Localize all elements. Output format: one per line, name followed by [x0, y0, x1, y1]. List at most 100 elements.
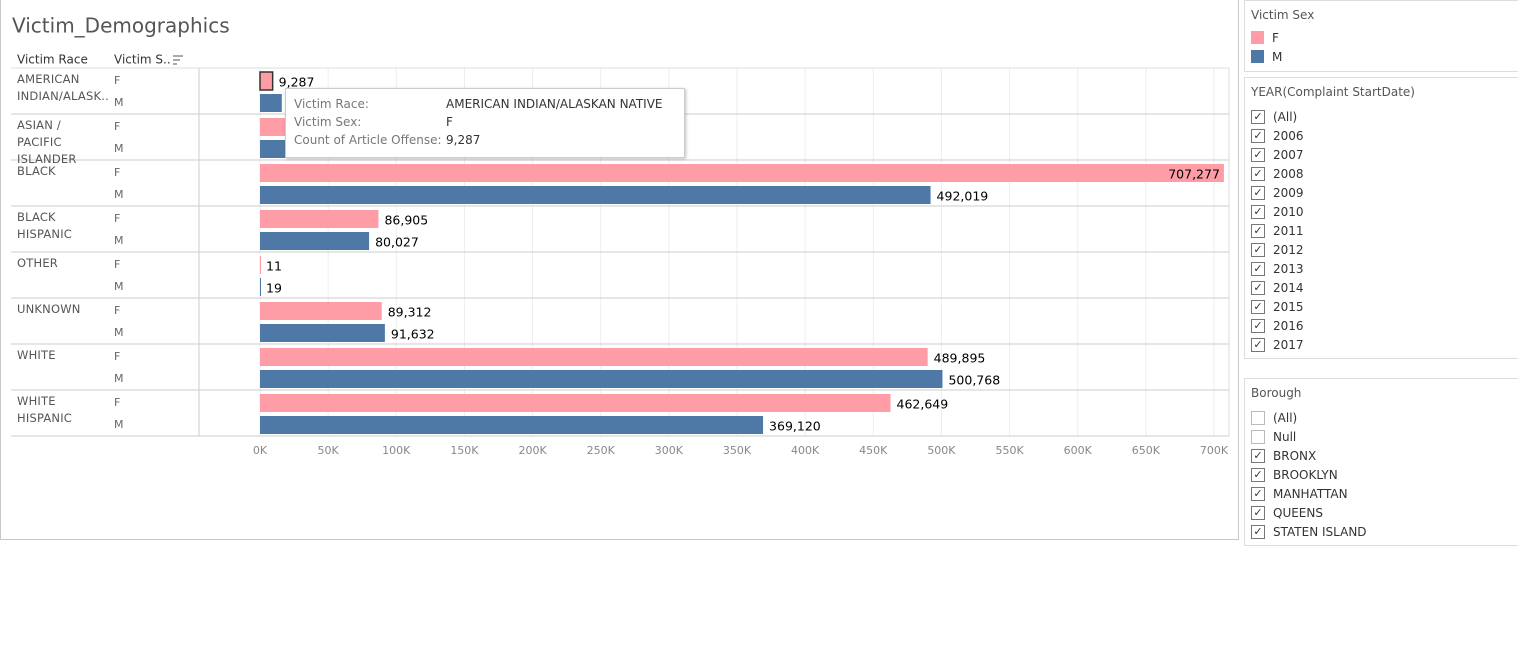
filter-item[interactable]: ✓ MANHATTAN: [1245, 484, 1518, 503]
filter-item[interactable]: ✓ BROOKLYN: [1245, 465, 1518, 484]
checkbox[interactable]: ✓: [1251, 505, 1265, 520]
value-label: 11: [266, 259, 282, 274]
checkbox[interactable]: ✓: [1251, 486, 1265, 501]
filter-item[interactable]: ✓ 2016: [1245, 316, 1518, 335]
row-label: UNKNOWN: [17, 302, 81, 316]
checkbox[interactable]: ✓: [1251, 524, 1265, 539]
filter-item[interactable]: Null: [1245, 427, 1518, 446]
filter-item[interactable]: ✓ 2013: [1245, 259, 1518, 278]
filter-label: (All): [1273, 109, 1298, 124]
sex-label: M: [114, 418, 124, 431]
value-label: 707,277: [1168, 167, 1220, 182]
filter-item[interactable]: ✓ 2011: [1245, 221, 1518, 240]
tooltip: Victim Race: AMERICAN INDIAN/ALASKAN NATI…: [285, 88, 685, 158]
bar: [260, 370, 943, 388]
sex-label: F: [114, 212, 120, 225]
filter-item[interactable]: ✓ 2009: [1245, 183, 1518, 202]
checkbox[interactable]: ✓: [1251, 337, 1265, 352]
row-label: ASIAN / PACIFIC ISLANDER: [17, 118, 77, 166]
filter-label: BRONX: [1273, 448, 1317, 463]
tooltip-key: Victim Sex:: [294, 115, 362, 129]
bar: [260, 232, 370, 250]
x-tick-label: 200K: [518, 444, 547, 457]
filter-title: Borough: [1251, 386, 1302, 400]
chart-title: Victim_Demographics: [12, 14, 230, 38]
checkbox[interactable]: [1251, 429, 1265, 444]
checkbox[interactable]: ✓: [1251, 318, 1265, 333]
x-tick-label: 0K: [253, 444, 268, 457]
bar: [260, 256, 261, 274]
x-tick-label: 350K: [723, 444, 752, 457]
checkbox[interactable]: ✓: [1251, 223, 1265, 238]
x-tick-label: 700K: [1200, 444, 1229, 457]
checkbox[interactable]: ✓: [1251, 204, 1265, 219]
x-tick-label: 600K: [1064, 444, 1093, 457]
tooltip-value: AMERICAN INDIAN/ALASKAN NATIVE: [446, 97, 663, 111]
filter-label: 2017: [1273, 337, 1304, 352]
checkbox[interactable]: [1251, 410, 1265, 425]
bar: [259, 71, 274, 91]
sort-icon[interactable]: [173, 55, 183, 65]
sex-header: Victim S..: [114, 53, 171, 67]
row-label: BLACK HISPANIC: [17, 210, 73, 241]
filter-item[interactable]: ✓ 2017: [1245, 335, 1518, 354]
tooltip-row: Count of Article Offense: 9,287: [294, 133, 674, 147]
bar: [260, 210, 379, 228]
value-label: 369,120: [769, 419, 821, 434]
filter-label: (All): [1273, 410, 1298, 425]
tooltip-row: Victim Race: AMERICAN INDIAN/ALASKAN NATI…: [294, 97, 674, 111]
x-tick-label: 500K: [927, 444, 956, 457]
filter-item[interactable]: ✓ 2014: [1245, 278, 1518, 297]
checkbox[interactable]: ✓: [1251, 448, 1265, 463]
value-label: 9,287: [279, 75, 315, 90]
x-tick-label: 300K: [655, 444, 684, 457]
tooltip-value: F: [446, 115, 453, 129]
legend-text: F: [1272, 30, 1279, 45]
bar: [260, 186, 931, 204]
row-header: Victim Race: [17, 53, 88, 67]
x-tick-label: 50K: [318, 444, 340, 457]
value-label: 80,027: [375, 235, 419, 250]
checkbox[interactable]: ✓: [1251, 147, 1265, 162]
filter-item[interactable]: ✓ (All): [1245, 107, 1518, 126]
legend-item[interactable]: F: [1245, 28, 1518, 47]
checkbox[interactable]: ✓: [1251, 299, 1265, 314]
legend-item[interactable]: M: [1245, 47, 1518, 66]
checkbox[interactable]: ✓: [1251, 467, 1265, 482]
filter-item[interactable]: ✓ QUEENS: [1245, 503, 1518, 522]
value-label: 91,632: [391, 327, 435, 342]
bar: [260, 324, 385, 342]
checkbox[interactable]: ✓: [1251, 128, 1265, 143]
bar: [260, 278, 261, 296]
filter-item[interactable]: ✓ 2008: [1245, 164, 1518, 183]
legend: Victim Sex F M: [1244, 0, 1518, 72]
tooltip-key: Victim Race:: [294, 97, 369, 111]
filter-title: YEAR(Complaint StartDate): [1251, 85, 1415, 99]
filter-item[interactable]: ✓ 2006: [1245, 126, 1518, 145]
checkbox[interactable]: ✓: [1251, 280, 1265, 295]
sex-label: M: [114, 188, 124, 201]
x-tick-label: 150K: [450, 444, 479, 457]
filter-item[interactable]: ✓ BRONX: [1245, 446, 1518, 465]
filter-label: BROOKLYN: [1273, 467, 1338, 482]
filter-label: 2011: [1273, 223, 1304, 238]
filter-item[interactable]: ✓ 2012: [1245, 240, 1518, 259]
filter-label: 2016: [1273, 318, 1304, 333]
filter-item[interactable]: (All): [1245, 408, 1518, 427]
filter-item[interactable]: ✓ STATEN ISLAND: [1245, 522, 1518, 541]
checkbox[interactable]: ✓: [1251, 185, 1265, 200]
filter-item[interactable]: ✓ 2010: [1245, 202, 1518, 221]
filter-item[interactable]: ✓ 2015: [1245, 297, 1518, 316]
checkbox[interactable]: ✓: [1251, 261, 1265, 276]
sex-label: M: [114, 372, 124, 385]
checkbox[interactable]: ✓: [1251, 166, 1265, 181]
filter-item[interactable]: ✓ 2007: [1245, 145, 1518, 164]
value-label: 462,649: [897, 397, 949, 412]
checkbox[interactable]: ✓: [1251, 242, 1265, 257]
checkbox[interactable]: ✓: [1251, 109, 1265, 124]
filter-panel: YEAR(Complaint StartDate) ✓ (All) ✓ 2006 ✓ 200…: [1244, 77, 1518, 359]
value-label: 489,895: [934, 351, 986, 366]
filter-label: 2012: [1273, 242, 1304, 257]
filter-label: 2009: [1273, 185, 1304, 200]
